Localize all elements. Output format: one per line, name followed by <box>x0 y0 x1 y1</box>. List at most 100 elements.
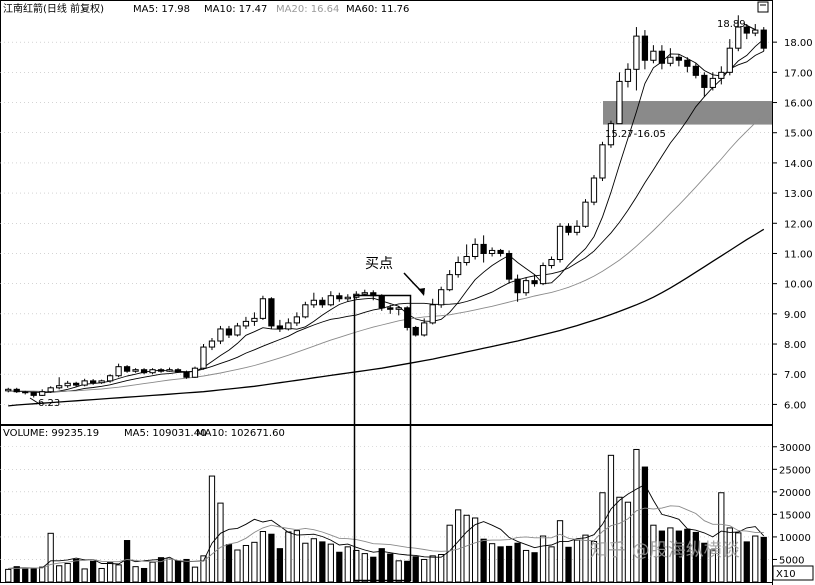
candle <box>310 292 317 308</box>
high-price-label: 18.89 <box>717 19 746 30</box>
volume-bar <box>684 528 691 583</box>
candle <box>480 235 487 263</box>
volume-bar <box>514 542 521 583</box>
volume-bar <box>488 543 496 583</box>
candle-body <box>531 280 538 285</box>
candle-body <box>455 262 462 276</box>
candle <box>429 298 436 325</box>
volume-bar <box>752 535 759 583</box>
candle-body <box>259 298 267 319</box>
volume-bar <box>421 558 428 583</box>
candle <box>573 220 581 236</box>
candle <box>344 294 351 302</box>
volume-unit-box <box>772 565 814 581</box>
volume-bar <box>285 531 292 583</box>
candle-body <box>667 56 674 64</box>
volume-tick-label: 5000 <box>779 555 804 566</box>
candle-body <box>319 299 326 306</box>
low-price-label: 6.23 <box>38 398 60 409</box>
gap-zone <box>603 101 772 125</box>
volume-bar <box>556 520 564 583</box>
volume-tick-label: 20000 <box>779 488 811 499</box>
volume-bar <box>726 527 733 583</box>
volume-bar <box>395 560 402 583</box>
candle-body <box>709 77 716 88</box>
candle <box>251 312 258 326</box>
price-ma10-line <box>8 50 764 393</box>
candle-body <box>56 385 63 389</box>
volume-bar <box>115 564 122 583</box>
candle <box>616 72 623 125</box>
candle-body <box>735 26 742 49</box>
candle-body <box>438 289 445 306</box>
candle-body <box>22 391 29 394</box>
price-tick-label: 14.00 <box>784 159 813 170</box>
candle <box>726 39 733 76</box>
candle-body <box>718 71 725 79</box>
candle-body <box>573 225 581 233</box>
candle <box>166 367 173 372</box>
volume-ma-lines <box>8 483 765 569</box>
window-restore-icon[interactable] <box>757 1 769 13</box>
volume-bar <box>174 560 182 583</box>
candle <box>539 262 547 286</box>
candle-body <box>200 346 207 369</box>
price-tick-label: 17.00 <box>784 68 813 79</box>
candle <box>438 286 445 308</box>
candle-body <box>421 322 428 336</box>
volume-bar <box>446 524 453 583</box>
candle <box>90 379 97 385</box>
candle <box>285 318 292 331</box>
candle <box>319 297 326 308</box>
candle <box>183 370 190 379</box>
candle <box>64 380 71 388</box>
candle-body <box>5 388 12 392</box>
candle-body <box>90 380 97 384</box>
candle <box>412 325 419 337</box>
candle <box>39 389 46 396</box>
candle-body <box>633 35 640 70</box>
volume-axis-ticks: 5000 10000 15000 20000 25000 30000 <box>772 443 811 566</box>
price-axis-ticks: 6.00 7.00 8.00 9.00 10.00 11.00 12.00 13.00 14.0… <box>772 38 813 411</box>
volume-bar <box>353 549 360 583</box>
candle-body <box>157 369 165 372</box>
candle-body <box>361 292 368 295</box>
candle-body <box>463 255 470 264</box>
candle-body <box>599 144 606 179</box>
volume-bar <box>310 538 317 583</box>
candle-body <box>404 307 411 328</box>
candle <box>582 199 589 228</box>
low-price-arrow <box>29 397 39 404</box>
candle <box>650 45 657 64</box>
candle <box>217 325 224 345</box>
volume-bar <box>30 567 37 583</box>
volume-bar <box>522 549 530 583</box>
candle <box>259 295 267 320</box>
candle <box>421 318 428 337</box>
candle <box>455 256 462 278</box>
volume-bar <box>667 527 674 583</box>
volume-bar <box>472 517 479 583</box>
candle-body <box>191 367 199 378</box>
candle <box>387 304 394 314</box>
candle <box>208 338 216 351</box>
candle <box>531 274 538 287</box>
volume-bar <box>5 568 12 583</box>
price-tick-label: 12.00 <box>784 219 813 230</box>
candle <box>472 238 479 260</box>
candle-body <box>378 295 385 309</box>
ma5-label: MA5: 17.98 <box>133 4 190 15</box>
volume-bar <box>590 540 598 583</box>
price-gridlines <box>0 41 772 405</box>
candle <box>336 292 343 302</box>
volume-bar <box>455 509 462 583</box>
volume-bar <box>132 566 139 583</box>
candle <box>624 63 632 88</box>
volume-bar <box>81 568 88 583</box>
candle <box>191 366 199 378</box>
candle-body <box>497 249 504 254</box>
volume-bar <box>327 543 334 583</box>
candle <box>735 15 742 52</box>
candle-body <box>590 177 598 203</box>
